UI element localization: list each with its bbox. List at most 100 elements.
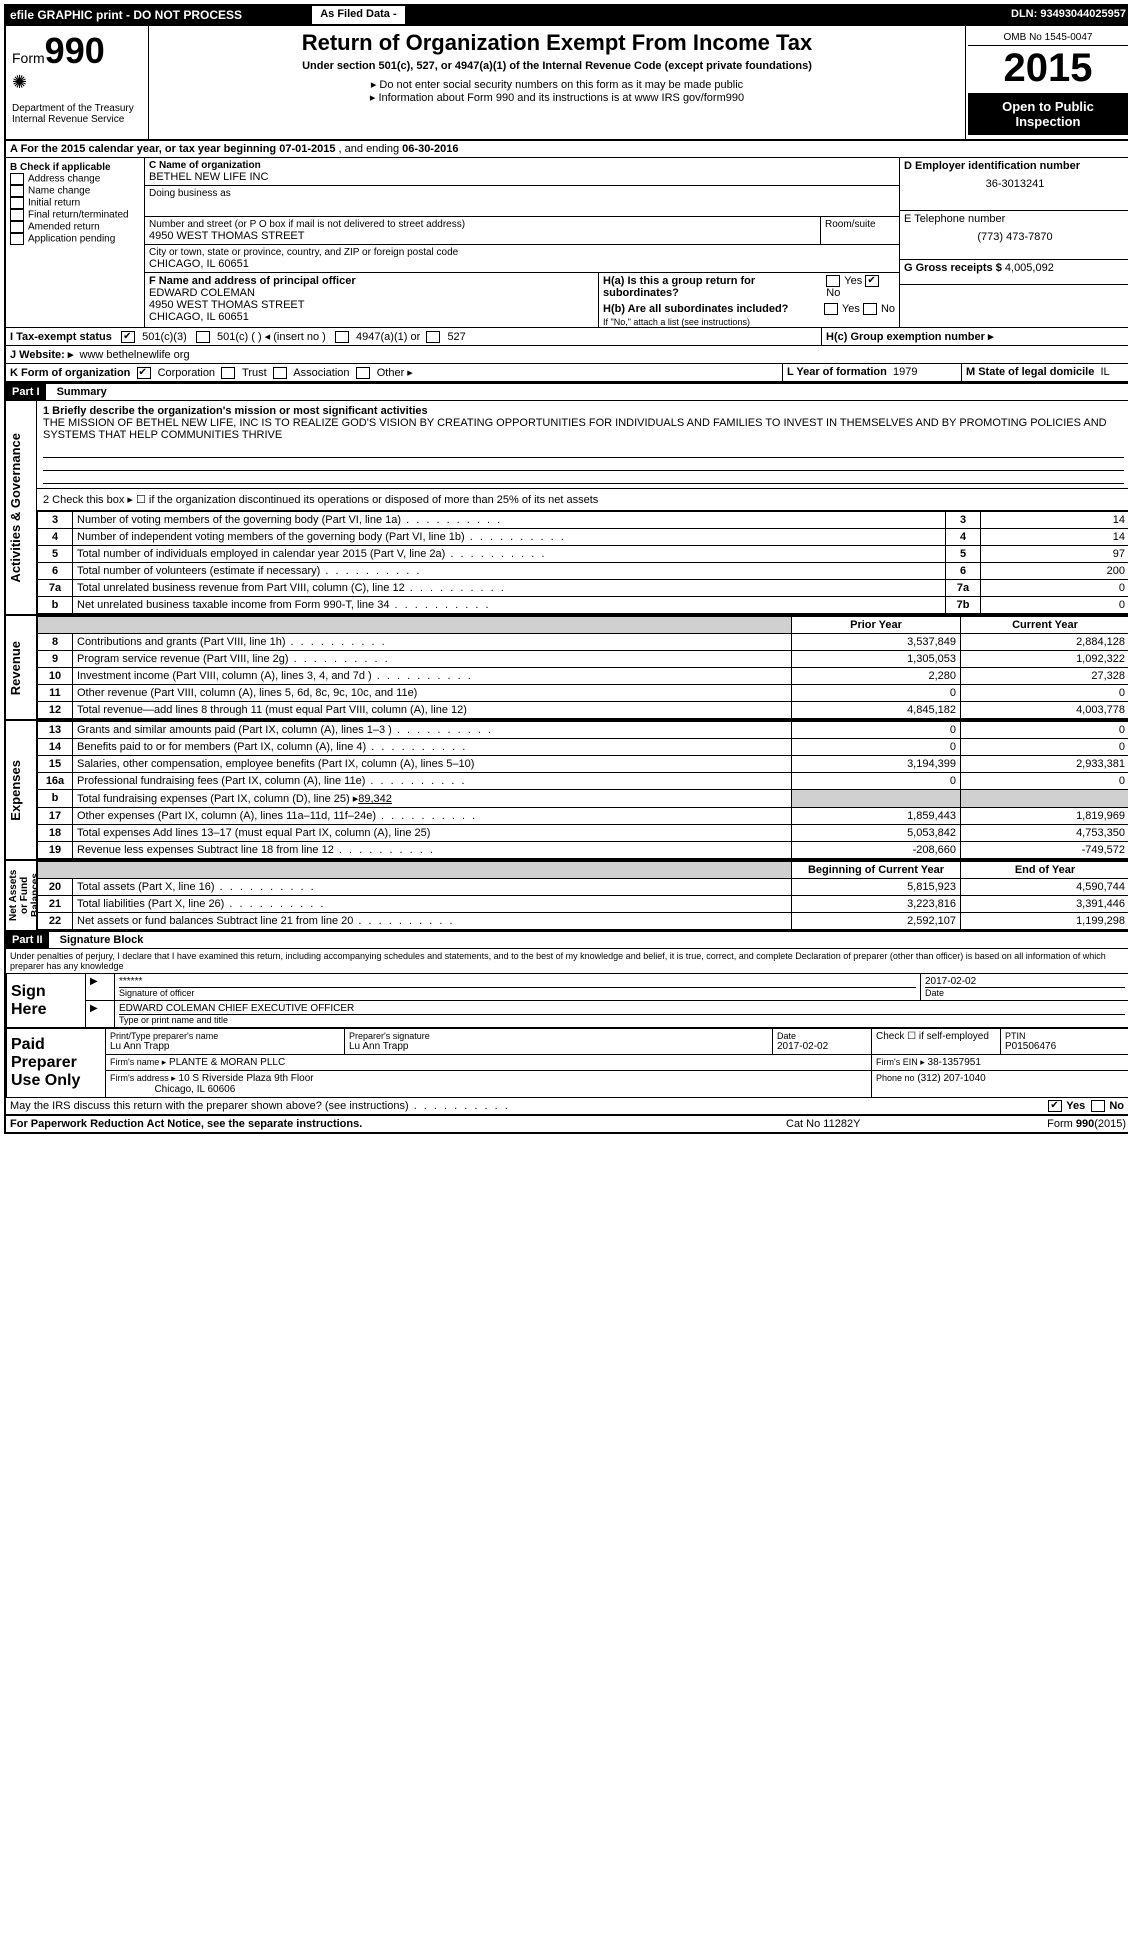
- tax-year: 2015: [968, 46, 1128, 91]
- revenue-table: Prior YearCurrent Year 8Contributions an…: [37, 616, 1128, 719]
- m-label: M State of legal domicile: [966, 366, 1094, 378]
- footer-left: For Paperwork Reduction Act Notice, see …: [10, 1118, 786, 1130]
- checkbox-initial-return[interactable]: [10, 197, 24, 209]
- checkbox-amended[interactable]: [10, 221, 24, 233]
- mission-text: THE MISSION OF BETHEL NEW LIFE, INC IS T…: [43, 417, 1124, 441]
- sign-date-label: Date: [925, 987, 1125, 998]
- netassets-table: Beginning of Current YearEnd of Year 20T…: [37, 861, 1128, 930]
- sign-here-label: Sign Here: [7, 974, 86, 1028]
- section-deg: D Employer identification number 36-3013…: [899, 158, 1128, 327]
- gov-row-4: 4Number of independent voting members of…: [38, 529, 1128, 546]
- part-i-header: Part I: [6, 384, 46, 400]
- sidelabel-revenue: Revenue: [6, 637, 25, 699]
- signature-table: Sign Here ▶ ****** Signature of officer …: [6, 974, 1128, 1028]
- preparer-date: 2017-02-02: [777, 1041, 867, 1052]
- col-prior-year: Prior Year: [792, 617, 961, 634]
- l-label: L Year of formation: [787, 366, 887, 378]
- checkbox-assoc[interactable]: [273, 367, 287, 379]
- checkbox-ha-yes[interactable]: [826, 275, 840, 287]
- sig-officer-label: Signature of officer: [119, 987, 916, 998]
- gov-row-6: 6Total number of volunteers (estimate if…: [38, 563, 1128, 580]
- firm-name: PLANTE & MORAN PLLC: [169, 1057, 285, 1068]
- street-label: Number and street (or P O box if mail is…: [149, 219, 465, 230]
- col-current-year: Current Year: [961, 617, 1128, 634]
- hc-label: H(c) Group exemption number ▸: [826, 331, 993, 343]
- self-employed-check: Check ☐ if self-employed: [872, 1029, 1001, 1055]
- fundraising-total: 89,342: [358, 793, 392, 805]
- checkbox-ha-no[interactable]: [865, 275, 879, 287]
- ha-label: H(a) Is this a group return for subordin…: [603, 275, 755, 299]
- checkbox-501c[interactable]: [196, 331, 210, 343]
- room-label: Room/suite: [820, 217, 899, 244]
- header-note-2: ▸ Information about Form 990 and its ins…: [155, 91, 959, 104]
- checkbox-other[interactable]: [356, 367, 370, 379]
- c-label: C Name of organization: [149, 160, 261, 171]
- discuss-question: May the IRS discuss this return with the…: [10, 1100, 409, 1112]
- hb-label: H(b) Are all subordinates included?: [603, 303, 788, 315]
- gov-row-3: 3Number of voting members of the governi…: [38, 512, 1128, 529]
- checkbox-hb-yes[interactable]: [824, 303, 838, 315]
- checkbox-discuss-yes[interactable]: [1048, 1100, 1062, 1112]
- checkbox-hb-no[interactable]: [863, 303, 877, 315]
- mission-label: 1 Briefly describe the organization's mi…: [43, 405, 428, 417]
- row-j: J Website: ▸ www bethelnewlife org: [6, 346, 1128, 364]
- part-ii-title: Signature Block: [52, 934, 144, 946]
- year-formation: 1979: [893, 366, 917, 378]
- sidelabel-governance: Activities & Governance: [6, 429, 25, 587]
- state-domicile: IL: [1100, 366, 1109, 378]
- row-i-hc: I Tax-exempt status 501(c)(3) 501(c) ( )…: [6, 328, 1128, 346]
- checkbox-corp[interactable]: [137, 367, 151, 379]
- form-number: 990: [45, 30, 105, 71]
- section-b-to-g: B Check if applicable Address change Nam…: [6, 158, 1128, 328]
- check-b-header: B Check if applicable: [10, 162, 140, 173]
- checkbox-application-pending[interactable]: [10, 233, 24, 245]
- section-c-f: C Name of organization BETHEL NEW LIFE I…: [145, 158, 899, 327]
- footer-mid: Cat No 11282Y: [786, 1118, 986, 1130]
- form-label: Form: [12, 50, 45, 66]
- firm-addr2: Chicago, IL 60606: [154, 1084, 235, 1095]
- checkbox-address-change[interactable]: [10, 173, 24, 185]
- netassets-block: Net Assets or Fund Balances Beginning of…: [6, 861, 1128, 932]
- gov-row-7a: 7aTotal unrelated business revenue from …: [38, 580, 1128, 597]
- checkbox-501c3[interactable]: [121, 331, 135, 343]
- ptin-value: P01506476: [1005, 1041, 1125, 1052]
- col-begin-year: Beginning of Current Year: [792, 862, 961, 879]
- discuss-row: May the IRS discuss this return with the…: [6, 1098, 1128, 1116]
- firm-phone: (312) 207-1040: [917, 1073, 985, 1084]
- checkbox-527[interactable]: [426, 331, 440, 343]
- checkbox-name-change[interactable]: [10, 185, 24, 197]
- checkbox-4947[interactable]: [335, 331, 349, 343]
- f-label: F Name and address of principal officer: [149, 275, 356, 287]
- checkbox-final-return[interactable]: [10, 209, 24, 221]
- sidelabel-expenses: Expenses: [6, 756, 25, 825]
- open-inspection: Open to Public Inspection: [968, 93, 1128, 135]
- gov-row-7b: bNet unrelated business taxable income f…: [38, 597, 1128, 614]
- expenses-table: 13Grants and similar amounts paid (Part …: [37, 721, 1128, 859]
- form-title: Return of Organization Exempt From Incom…: [155, 30, 959, 56]
- checkbox-discuss-no[interactable]: [1091, 1100, 1105, 1112]
- dln: DLN: 93493044025957: [1007, 6, 1128, 24]
- checkbox-trust[interactable]: [221, 367, 235, 379]
- preparer-name: Lu Ann Trapp: [110, 1041, 340, 1052]
- officer-name: EDWARD COLEMAN: [149, 287, 594, 299]
- dept-treasury: Department of the Treasury: [12, 103, 134, 114]
- sidelabel-netassets: Net Assets or Fund Balances: [6, 861, 43, 930]
- row-klm: K Form of organization Corporation Trust…: [6, 364, 1128, 382]
- efile-left: efile GRAPHIC print - DO NOT PROCESS: [6, 6, 310, 24]
- form-subtitle: Under section 501(c), 527, or 4947(a)(1)…: [155, 60, 959, 72]
- part-i-title: Summary: [49, 386, 107, 398]
- firm-ein: 38-1357951: [928, 1057, 981, 1068]
- firm-addr1: 10 S Riverside Plaza 9th Floor: [179, 1073, 314, 1084]
- d-label: D Employer identification number: [904, 160, 1126, 172]
- header-left: Form990 ✺ Department of the Treasury Int…: [6, 26, 149, 139]
- line-2-discontinued: 2 Check this box ▸ ☐ if the organization…: [37, 489, 1128, 511]
- officer-name-label: Type or print name and title: [119, 1014, 1125, 1025]
- officer-printed-name: EDWARD COLEMAN CHIEF EXECUTIVE OFFICER: [119, 1003, 1125, 1014]
- city-label: City or town, state or province, country…: [149, 247, 895, 258]
- header-right: OMB No 1545-0047 2015 Open to Public Ins…: [966, 26, 1128, 139]
- form-header: Form990 ✺ Department of the Treasury Int…: [6, 26, 1128, 141]
- j-label: J Website: ▸: [10, 349, 73, 361]
- period-begin: 07-01-2015: [279, 143, 335, 155]
- paid-preparer-table: Paid Preparer Use Only Print/Type prepar…: [6, 1028, 1128, 1098]
- governance-table: 3Number of voting members of the governi…: [37, 511, 1128, 614]
